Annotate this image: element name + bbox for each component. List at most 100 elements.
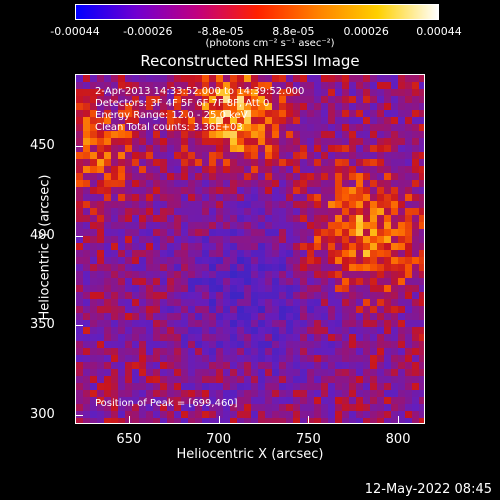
heatmap-cell — [398, 96, 406, 104]
heatmap-cell — [90, 362, 98, 370]
heatmap-cell — [258, 89, 266, 97]
heatmap-cell — [251, 278, 259, 286]
heatmap-cell — [244, 306, 252, 314]
heatmap-cell — [265, 250, 273, 258]
heatmap-cell — [174, 271, 182, 279]
heatmap-cell — [335, 397, 343, 405]
heatmap-cell — [209, 313, 217, 321]
heatmap-cell — [97, 278, 105, 286]
heatmap-cell — [146, 159, 154, 167]
heatmap-cell — [363, 96, 371, 104]
heatmap-cell — [160, 117, 168, 125]
heatmap-cell — [384, 194, 392, 202]
heatmap-cell — [391, 89, 399, 97]
annotation-detectors: Detectors: 3F 4F 5F 6F 7F 8F, Att 0 — [95, 98, 270, 109]
heatmap-cell — [321, 201, 329, 209]
heatmap-cell — [181, 131, 189, 139]
heatmap-cell — [132, 285, 140, 293]
heatmap-cell — [370, 313, 378, 321]
heatmap-cell — [153, 159, 161, 167]
heatmap-cell — [167, 369, 175, 377]
heatmap-cell — [139, 348, 147, 356]
heatmap-cell — [265, 243, 273, 251]
heatmap-cell — [328, 313, 336, 321]
heatmap-cell — [118, 145, 126, 153]
heatmap-cell — [293, 82, 301, 90]
heatmap-cell — [90, 306, 98, 314]
heatmap-cell — [279, 362, 287, 370]
heatmap-cell — [244, 404, 252, 412]
heatmap-cell — [223, 250, 231, 258]
heatmap-cell — [370, 411, 378, 419]
heatmap-cell — [230, 362, 238, 370]
heatmap-cell — [111, 187, 119, 195]
heatmap-cell — [391, 124, 399, 132]
heatmap-cell — [335, 341, 343, 349]
heatmap-cell — [251, 152, 259, 160]
heatmap-cell — [370, 355, 378, 363]
heatmap-cell — [223, 103, 231, 111]
heatmap-cell — [118, 257, 126, 265]
heatmap-cell — [265, 341, 273, 349]
heatmap-cell — [307, 327, 315, 335]
heatmap-cell — [125, 390, 133, 398]
heatmap-cell — [258, 376, 266, 384]
heatmap-cell — [146, 117, 154, 125]
heatmap-cell — [363, 82, 371, 90]
heatmap-cell — [321, 397, 329, 405]
heatmap-cell — [342, 187, 350, 195]
heatmap-cell — [412, 334, 420, 342]
heatmap-cell — [356, 250, 364, 258]
heatmap-cell — [167, 194, 175, 202]
heatmap-cell — [216, 194, 224, 202]
heatmap-cell — [370, 383, 378, 391]
heatmap-cell — [258, 271, 266, 279]
heatmap-cell — [300, 285, 308, 293]
heatmap-cell — [419, 152, 424, 160]
heatmap-cell — [279, 208, 287, 216]
heatmap-cell — [230, 180, 238, 188]
heatmap-cell — [216, 124, 224, 132]
heatmap-cell — [202, 166, 210, 174]
heatmap-cell — [195, 383, 203, 391]
heatmap-cell — [300, 271, 308, 279]
heatmap-cell — [181, 362, 189, 370]
heatmap-cell — [307, 348, 315, 356]
heatmap-cell — [258, 404, 266, 412]
heatmap-cell — [335, 89, 343, 97]
heatmap-cell — [118, 320, 126, 328]
heatmap-cell — [300, 173, 308, 181]
heatmap-cell — [300, 369, 308, 377]
heatmap-cell — [209, 376, 217, 384]
heatmap-cell — [328, 376, 336, 384]
heatmap-cell — [286, 292, 294, 300]
heatmap-cell — [202, 173, 210, 181]
heatmap-cell — [111, 82, 119, 90]
heatmap-cell — [90, 131, 98, 139]
heatmap-cell — [391, 187, 399, 195]
heatmap-cell — [167, 229, 175, 237]
heatmap-cell — [398, 75, 406, 83]
heatmap-cell — [188, 173, 196, 181]
heatmap-cell — [391, 271, 399, 279]
heatmap-cell — [223, 404, 231, 412]
y-tick-mark — [75, 235, 83, 237]
heatmap-cell — [111, 327, 119, 335]
heatmap-cell — [209, 348, 217, 356]
heatmap-cell — [419, 418, 424, 423]
heatmap-cell — [174, 110, 182, 118]
heatmap-cell — [209, 383, 217, 391]
heatmap-cell — [132, 222, 140, 230]
heatmap-cell — [160, 313, 168, 321]
heatmap-cell — [307, 404, 315, 412]
heatmap-cell — [188, 236, 196, 244]
y-tick-mark — [75, 415, 83, 417]
heatmap-cell — [363, 369, 371, 377]
heatmap-cell — [230, 194, 238, 202]
heatmap-cell — [286, 313, 294, 321]
x-tick-label: 800 — [385, 432, 411, 447]
heatmap-cell — [391, 306, 399, 314]
heatmap-cell — [181, 194, 189, 202]
heatmap-cell — [398, 285, 406, 293]
heatmap-cell — [111, 173, 119, 181]
